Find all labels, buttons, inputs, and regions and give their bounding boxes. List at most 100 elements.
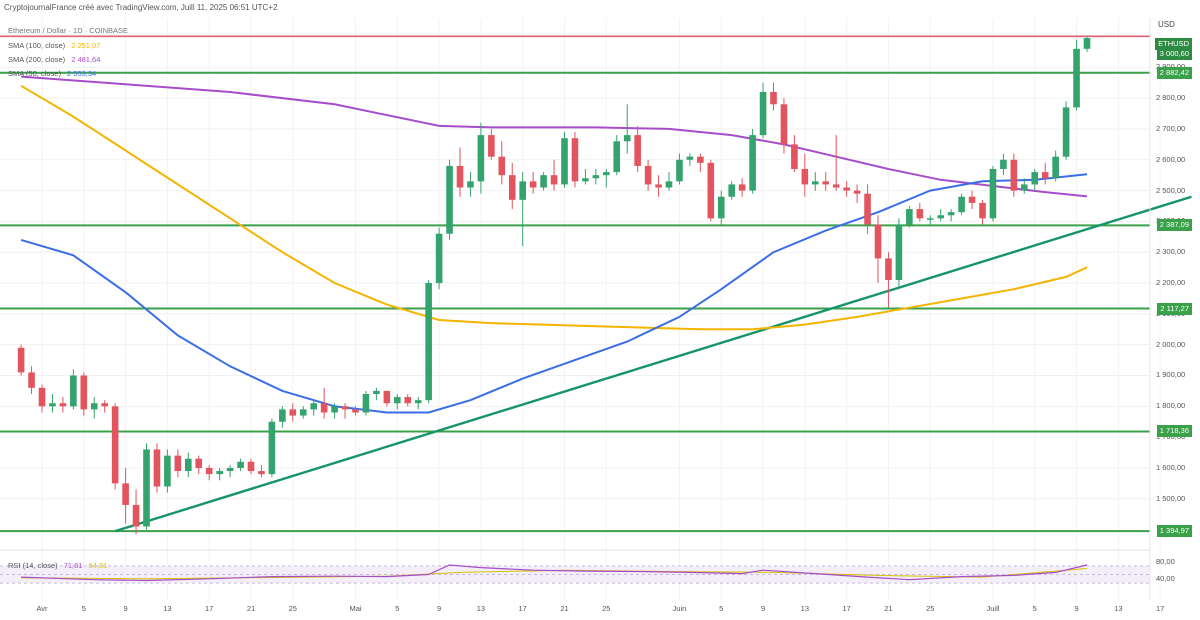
chart-credit: CryptojournalFrance créé avec TradingVie…	[4, 3, 278, 12]
candle-body	[947, 212, 955, 216]
candle-body	[383, 390, 391, 404]
candle-body	[80, 375, 88, 410]
candle	[561, 132, 568, 188]
candle-body	[59, 403, 67, 407]
candle	[571, 132, 579, 188]
candle	[383, 390, 391, 407]
level-tag: 2 882,42	[1156, 66, 1192, 79]
candle	[247, 458, 255, 475]
candle	[446, 159, 453, 240]
trendline-segment	[114, 195, 1192, 533]
candle	[341, 403, 349, 419]
rsi-value: 71,81	[63, 561, 83, 570]
candle	[613, 135, 621, 176]
level-tag: 1 718,36	[1156, 425, 1192, 438]
candle	[895, 218, 903, 287]
candle	[697, 153, 704, 173]
legend-sma100[interactable]: SMA (100, close) 2 251,07	[8, 41, 100, 50]
candle	[874, 215, 882, 284]
candle	[216, 467, 223, 481]
date-tick-label: 9	[760, 604, 766, 613]
candle-body	[634, 135, 641, 166]
sma100-line	[20, 84, 1088, 331]
candle	[989, 165, 997, 222]
sma50-value: 2 553,34	[67, 69, 97, 78]
candle-body	[550, 175, 558, 185]
candle	[676, 153, 683, 185]
candle-body	[153, 449, 161, 487]
candle	[362, 390, 370, 416]
candle	[717, 190, 725, 225]
candle-body	[143, 449, 150, 527]
candle-body	[477, 135, 485, 182]
candle	[414, 397, 422, 410]
candle	[143, 443, 150, 530]
candle	[947, 209, 955, 222]
candle-body	[111, 406, 119, 484]
candle	[749, 128, 756, 194]
candle-body	[676, 159, 683, 182]
candle-body	[707, 162, 715, 219]
candle-body	[979, 202, 986, 219]
candle-body	[352, 409, 359, 413]
candle	[289, 403, 297, 422]
candle-body	[132, 504, 140, 527]
candle-body	[456, 165, 464, 188]
candle-body	[1000, 159, 1007, 170]
date-tick-label: 17	[1155, 604, 1165, 613]
candle-body	[488, 135, 495, 157]
candle-body	[1031, 172, 1039, 185]
candle-body	[874, 224, 882, 259]
level-tag: 2 387,09	[1156, 219, 1192, 232]
price-tick-label: 2 500,00	[1156, 185, 1186, 195]
candle-body	[801, 169, 809, 185]
candle-body	[174, 455, 182, 472]
candle	[435, 227, 443, 290]
candle	[174, 449, 182, 478]
candle-body	[759, 91, 767, 136]
candles	[17, 36, 1091, 535]
candle	[456, 147, 464, 197]
candle	[822, 172, 830, 191]
candle	[540, 172, 547, 191]
candle	[801, 153, 809, 197]
candle-body	[299, 409, 307, 416]
date-tick-label: 13	[476, 604, 486, 613]
candle-body	[268, 421, 276, 475]
date-tick-label: 13	[1114, 604, 1123, 613]
candle-body	[164, 455, 171, 487]
candle	[906, 205, 913, 228]
legend-sma200[interactable]: SMA (200, close) 2 481,64	[8, 55, 100, 64]
candle	[49, 393, 56, 413]
price-tick-label: 2 800,00	[1156, 93, 1186, 103]
candle-body	[686, 156, 694, 160]
candle	[38, 384, 46, 413]
candle-body	[185, 458, 192, 472]
candle-body	[1062, 107, 1070, 157]
candle	[1052, 150, 1059, 182]
rsi-ma-value: 64,81	[88, 561, 108, 570]
candle-body	[561, 138, 568, 185]
candle	[770, 82, 777, 111]
candle-body	[28, 372, 35, 388]
candle-body	[926, 218, 934, 220]
legend-rsi[interactable]: RSI (14, close) 71,81 64,81	[8, 561, 107, 570]
trendline	[114, 195, 1192, 533]
candle-body	[394, 397, 401, 404]
candle-body	[226, 467, 234, 472]
candle-body	[341, 406, 349, 410]
date-tick-label: 21	[246, 604, 256, 613]
legend-sma50[interactable]: SMA (50, close) 2 553,34	[8, 69, 96, 78]
candle	[373, 387, 380, 401]
candle	[467, 172, 474, 197]
support-levels	[0, 35, 1150, 533]
rsi-line	[21, 564, 1088, 582]
rsi-label: RSI (14, close)	[8, 561, 58, 570]
candle-body	[1021, 184, 1028, 191]
candle-body	[498, 156, 506, 176]
candle-body	[90, 403, 98, 410]
date-tick-label: 17	[842, 604, 851, 613]
candle-body	[770, 91, 777, 105]
level-tag: 1 394,97	[1156, 525, 1192, 538]
